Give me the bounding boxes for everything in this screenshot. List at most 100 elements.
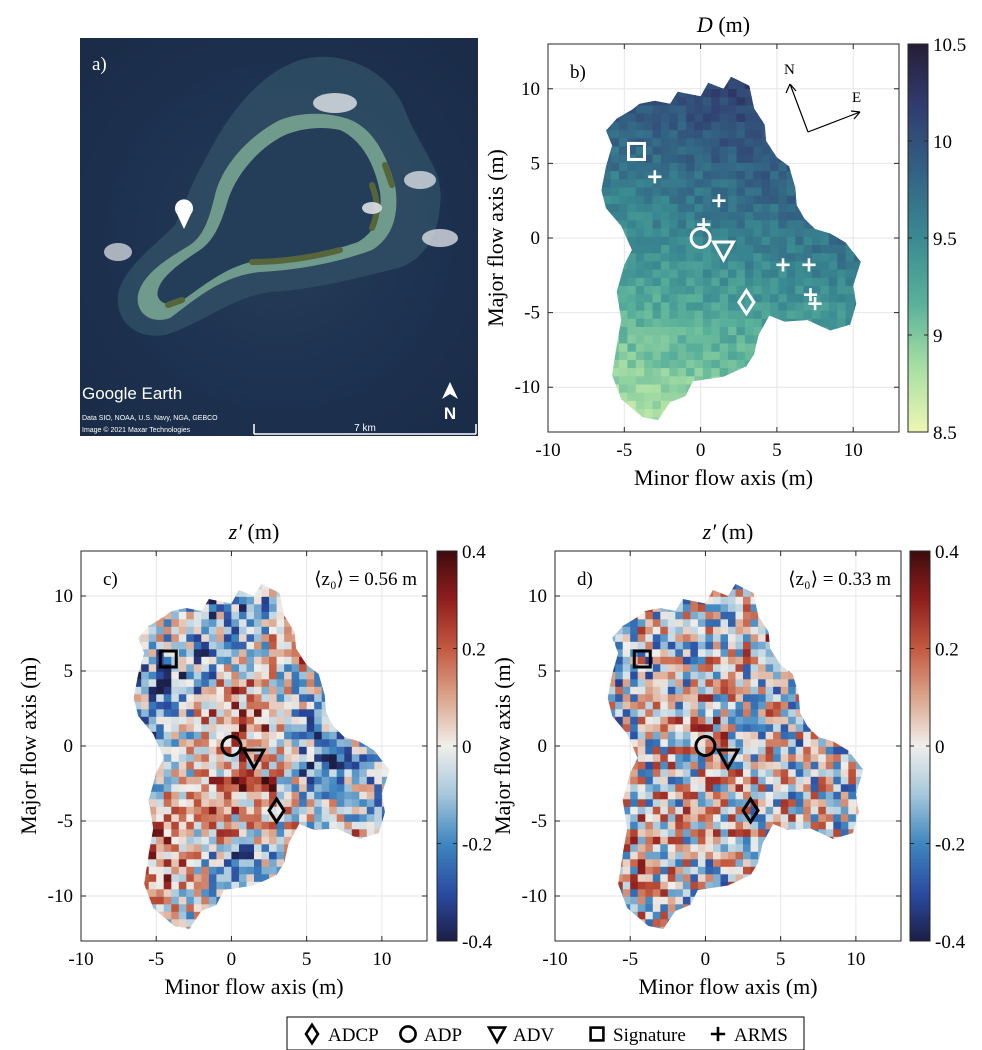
depth-cell xyxy=(669,186,679,196)
roughness-cell xyxy=(208,731,218,740)
roughness-cell xyxy=(795,716,804,725)
roughness-cell xyxy=(336,791,345,800)
roughness-cell xyxy=(163,671,172,680)
depth-cell xyxy=(786,268,796,278)
roughness-cell xyxy=(366,813,376,822)
roughness-cell xyxy=(818,776,827,785)
depth-cell xyxy=(728,137,738,147)
roughness-cell xyxy=(239,776,248,785)
roughness-cell xyxy=(216,881,225,890)
roughness-cell xyxy=(178,858,188,867)
roughness-cell xyxy=(630,791,639,800)
depth-cell xyxy=(644,244,654,254)
roughness-cell xyxy=(728,611,737,620)
depth-cell xyxy=(753,219,763,229)
roughness-cell xyxy=(186,798,195,807)
roughness-cell xyxy=(750,858,759,867)
roughness-cell xyxy=(810,738,819,747)
depth-cell xyxy=(677,219,687,229)
roughness-cell xyxy=(637,866,646,875)
roughness-cell xyxy=(291,648,300,657)
depth-cell xyxy=(753,301,763,311)
roughness-cell xyxy=(675,641,684,650)
roughness-cell xyxy=(254,588,263,597)
roughness-cell xyxy=(713,836,722,845)
roughness-cell xyxy=(314,753,323,762)
depth-cell xyxy=(719,227,729,237)
roughness-cell xyxy=(201,723,210,732)
roughness-cell xyxy=(615,656,624,665)
roughness-cell xyxy=(306,768,315,777)
roughness-cell xyxy=(750,611,759,620)
depth-cell xyxy=(803,293,813,303)
roughness-cell xyxy=(178,791,188,800)
adv-marker xyxy=(241,748,267,772)
roughness-cell xyxy=(223,611,233,620)
roughness-cell xyxy=(276,738,285,747)
depth-cell xyxy=(677,334,687,344)
roughness-cell xyxy=(239,686,248,695)
depth-cell xyxy=(845,293,855,303)
roughness-cell xyxy=(163,791,172,800)
roughness-cell xyxy=(156,693,165,702)
roughness-cell xyxy=(186,813,195,822)
roughness-cell xyxy=(201,626,210,635)
roughness-cell xyxy=(208,708,218,717)
roughness-cell xyxy=(743,761,752,770)
roughness-cell xyxy=(735,708,744,717)
roughness-cell xyxy=(630,686,639,695)
roughness-cell xyxy=(269,633,278,642)
depth-cell xyxy=(837,285,847,295)
roughness-cell xyxy=(329,798,338,807)
depth-cell xyxy=(719,350,729,360)
roughness-cell xyxy=(193,843,203,852)
roughness-cell xyxy=(216,693,225,702)
roughness-cell xyxy=(351,753,361,762)
roughness-cell xyxy=(720,723,729,732)
roughness-cell xyxy=(246,678,255,687)
depth-cell xyxy=(736,104,746,114)
roughness-cell xyxy=(163,896,172,905)
roughness-cell xyxy=(261,851,270,860)
roughness-cell xyxy=(374,776,383,785)
roughness-cell xyxy=(291,641,300,650)
roughness-cell xyxy=(269,776,278,785)
depth-cell xyxy=(728,112,738,122)
roughness-cell xyxy=(720,843,729,852)
roughness-cell xyxy=(216,633,225,642)
roughness-cell xyxy=(630,641,639,650)
roughness-cell xyxy=(705,746,714,755)
roughness-cell xyxy=(675,723,684,732)
depth-cell xyxy=(602,178,612,188)
roughness-cell xyxy=(818,821,827,830)
roughness-cell xyxy=(720,783,729,792)
roughness-cell xyxy=(216,888,225,897)
roughness-cell xyxy=(193,873,203,882)
roughness-cell xyxy=(178,746,188,755)
depth-cell xyxy=(694,153,704,163)
roughness-cell xyxy=(186,821,195,830)
roughness-cell xyxy=(652,768,662,777)
roughness-cell xyxy=(660,821,669,830)
roughness-cell xyxy=(773,723,782,732)
roughness-cell xyxy=(374,813,383,822)
roughness-cell xyxy=(291,753,300,762)
roughness-cell xyxy=(148,813,157,822)
depth-cell xyxy=(711,145,721,155)
roughness-cell xyxy=(645,813,654,822)
depth-cell xyxy=(602,161,612,172)
roughness-cell xyxy=(223,723,233,732)
roughness-cell xyxy=(314,776,323,785)
roughness-cell xyxy=(208,828,218,837)
depth-cell xyxy=(702,309,713,319)
depth-cell xyxy=(635,326,645,336)
depth-cell xyxy=(770,268,780,278)
roughness-cell xyxy=(675,626,684,635)
depth-cell xyxy=(736,178,746,188)
roughness-cell xyxy=(713,851,722,860)
depth-cell xyxy=(669,145,679,155)
roughness-cell xyxy=(773,768,782,777)
roughness-cell xyxy=(178,806,188,815)
roughness-cell xyxy=(254,618,263,627)
roughness-cell xyxy=(803,738,812,747)
